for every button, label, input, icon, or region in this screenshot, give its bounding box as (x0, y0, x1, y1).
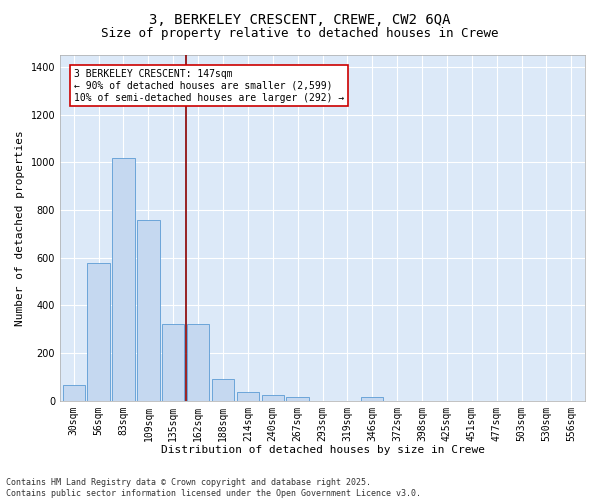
Bar (236, 392, 259, 400)
Bar (212, 380, 234, 400)
Bar (112, 158, 134, 400)
Text: Contains HM Land Registry data © Crown copyright and database right 2025.
Contai: Contains HM Land Registry data © Crown c… (6, 478, 421, 498)
Text: Size of property relative to detached houses in Crewe: Size of property relative to detached ho… (101, 28, 499, 40)
Y-axis label: Number of detached properties: Number of detached properties (15, 130, 25, 326)
Text: 3 BERKELEY CRESCENT: 147sqm
← 90% of detached houses are smaller (2,599)
10% of : 3 BERKELEY CRESCENT: 147sqm ← 90% of det… (74, 70, 344, 102)
Bar (286, 397, 309, 400)
X-axis label: Distribution of detached houses by size in Crewe: Distribution of detached houses by size … (161, 445, 485, 455)
Bar (62, 385, 85, 400)
Bar (137, 220, 160, 400)
Bar (262, 395, 284, 400)
Bar (187, 324, 209, 400)
Text: 3, BERKELEY CRESCENT, CREWE, CW2 6QA: 3, BERKELEY CRESCENT, CREWE, CW2 6QA (149, 12, 451, 26)
Bar (162, 324, 184, 400)
Bar (361, 397, 383, 400)
Bar (88, 263, 110, 400)
